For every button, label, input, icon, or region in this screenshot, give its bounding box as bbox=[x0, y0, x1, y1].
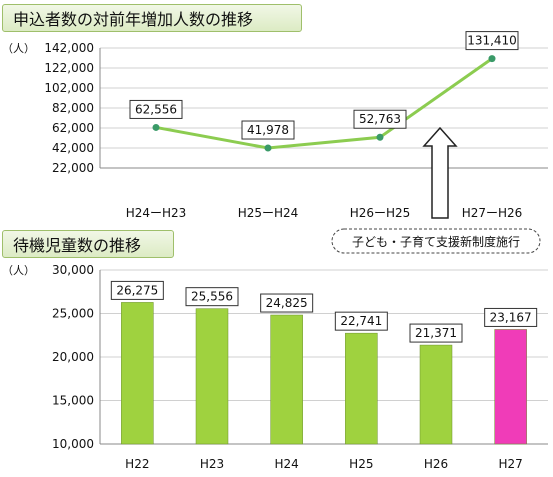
bar-chart-y-tick-label: 25,000 bbox=[52, 307, 94, 321]
line-chart-title: 申込者数の対前年増加人数の推移 bbox=[13, 10, 254, 29]
bar-chart-x-tick-label: H23 bbox=[200, 457, 224, 471]
bar-chart-data-label-box bbox=[484, 307, 538, 327]
bar-chart-data-label: 22,741 bbox=[340, 314, 382, 328]
bar-chart-bar bbox=[121, 302, 154, 445]
bar-chart-x-tick-label: H22 bbox=[125, 457, 149, 471]
line-chart-unit-label: （人） bbox=[2, 42, 35, 55]
bar-chart-x-tick-label: H27 bbox=[499, 457, 523, 471]
bar-chart-bar bbox=[345, 332, 378, 445]
bar-chart-data-label-box bbox=[185, 287, 239, 307]
bar-chart-y-tick-label: 10,000 bbox=[52, 437, 94, 451]
bar-chart-x-tick-label: H26 bbox=[424, 457, 448, 471]
bar-chart-data-label: 24,825 bbox=[266, 296, 308, 310]
line-chart-y-tick-label: 22,000 bbox=[52, 161, 94, 175]
bar-chart-title-banner: 待機児童数の推移 bbox=[2, 230, 174, 258]
bar-chart-x-tick-label: H24 bbox=[275, 457, 299, 471]
bar-chart-bar bbox=[494, 329, 527, 445]
note-box bbox=[331, 228, 541, 254]
bar-chart-unit-label: （人） bbox=[2, 264, 35, 277]
line-chart-x-tick-label: H27ーH26 bbox=[462, 206, 523, 220]
line-chart-point bbox=[264, 144, 272, 152]
line-chart-y-tick-label: 142,000 bbox=[44, 41, 94, 55]
line-chart-point bbox=[152, 123, 160, 131]
line-chart: （人） 22,000 42,000 62,000 82,000 102,000 122,0… bbox=[2, 31, 548, 220]
up-arrow-icon bbox=[422, 126, 458, 219]
bar-chart-y-tick-label: 30,000 bbox=[52, 263, 94, 277]
bar-chart-bar bbox=[270, 314, 303, 445]
bar-chart-data-label: 25,556 bbox=[191, 290, 233, 304]
bar-chart-data-label: 21,371 bbox=[415, 326, 457, 340]
bar-chart-bar bbox=[195, 308, 229, 445]
line-chart-data-label: 62,556 bbox=[135, 102, 177, 116]
bar-chart-title: 待機児童数の推移 bbox=[13, 236, 142, 255]
bar-chart-y-tick-label: 15,000 bbox=[52, 394, 94, 408]
line-chart-y-tick-label: 42,000 bbox=[52, 141, 94, 155]
line-chart-data-label-box bbox=[465, 31, 519, 51]
line-chart-data-label-box bbox=[129, 99, 183, 119]
line-chart-x-tick-label: H26ーH25 bbox=[350, 206, 411, 220]
bar-chart-data-label: 23,167 bbox=[490, 310, 532, 324]
bar-chart-x-tick-label: H25 bbox=[349, 457, 373, 471]
bar-chart-bar bbox=[419, 344, 453, 445]
line-chart-y-tick-label: 102,000 bbox=[44, 81, 94, 95]
note-text: 子ども・子育て支援新制度施行 bbox=[352, 234, 520, 249]
bar-chart-data-label-box bbox=[409, 323, 463, 343]
bar-chart-data-label-box bbox=[260, 293, 314, 313]
line-chart-data-label: 52,763 bbox=[359, 112, 401, 126]
line-chart-data-label: 131,410 bbox=[467, 34, 517, 48]
line-chart-x-tick-label: H25ーH24 bbox=[238, 206, 299, 220]
line-chart-point bbox=[488, 55, 496, 63]
policy-note: 子ども・子育て支援新制度施行 bbox=[331, 126, 541, 254]
line-chart-y-tick-label: 82,000 bbox=[52, 101, 94, 115]
line-chart-data-label: 41,978 bbox=[247, 123, 289, 137]
line-chart-title-banner: 申込者数の対前年増加人数の推移 bbox=[2, 4, 302, 32]
line-chart-series-line bbox=[155, 57, 493, 150]
bar-chart-data-label-box bbox=[110, 280, 164, 300]
bar-chart-data-label: 26,275 bbox=[116, 283, 158, 297]
bar-chart-data-label-box bbox=[334, 311, 388, 331]
line-chart-point bbox=[376, 133, 384, 141]
line-chart-y-tick-label: 122,000 bbox=[44, 61, 94, 75]
bar-chart-y-tick-label: 20,000 bbox=[52, 350, 94, 364]
line-chart-data-label-box bbox=[241, 120, 295, 140]
line-chart-y-tick-label: 62,000 bbox=[52, 121, 94, 135]
line-chart-data-label-box bbox=[353, 109, 407, 129]
line-chart-x-tick-label: H24ーH23 bbox=[126, 206, 187, 220]
bar-chart: （人） 10,000 15,000 20,000 25,000 30,000 26,275… bbox=[2, 263, 548, 471]
